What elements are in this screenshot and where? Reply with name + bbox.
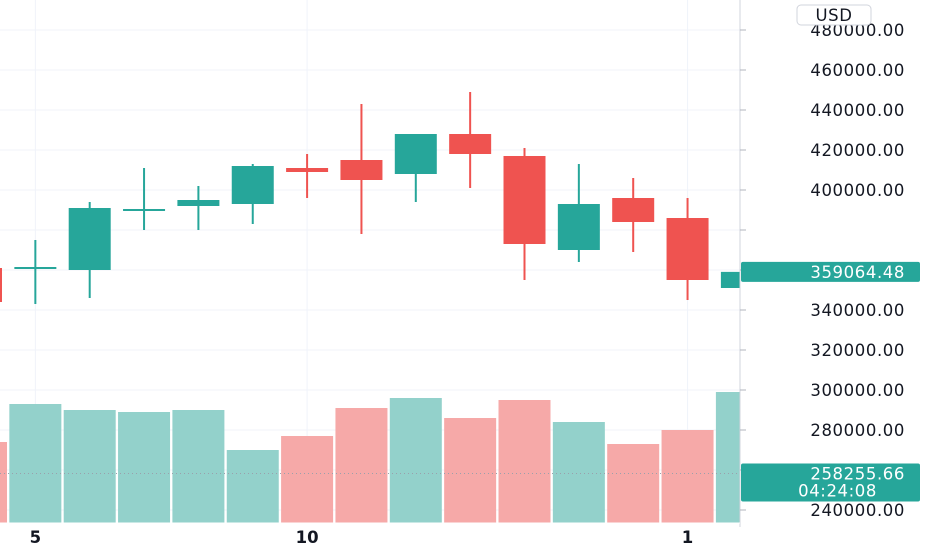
time-axis[interactable]: 5 10 1: [30, 528, 694, 547]
volume-bar: [172, 410, 225, 523]
candle-body: [394, 134, 437, 174]
volume-bar: [335, 408, 388, 523]
bar-countdown-label: 04:24:08: [798, 481, 877, 500]
price-tick-label: 480000.00: [810, 21, 905, 40]
candle-body: [68, 208, 111, 270]
price-tick-label: 440000.00: [810, 101, 905, 120]
candle-body: [720, 271, 740, 288]
candle-body: [177, 200, 220, 206]
volume-bar: [661, 430, 714, 523]
volume-bar: [498, 400, 551, 523]
volume-bar: [9, 404, 62, 523]
candle-body: [666, 218, 709, 280]
price-tick-label: 420000.00: [810, 141, 905, 160]
currency-label: USD: [815, 6, 852, 25]
candle-body: [340, 160, 383, 180]
volume-bars: [0, 392, 740, 523]
time-tick-label: 5: [30, 528, 41, 547]
currency-badge[interactable]: USD: [796, 4, 872, 26]
time-tick-label: 10: [296, 528, 319, 547]
price-tick-label: 280000.00: [810, 421, 905, 440]
volume-bar: [389, 398, 442, 523]
currency-badge-box: [796, 4, 872, 26]
candle-body: [612, 198, 655, 222]
candle-body: [231, 166, 274, 204]
last-price-badge: 359064.48: [741, 261, 920, 282]
last-price-label: 359064.48: [810, 263, 905, 282]
price-tick-label: 320000.00: [810, 341, 905, 360]
time-tick-label: 1: [682, 528, 693, 547]
candle-body: [449, 134, 492, 154]
price-tick-label: 460000.00: [810, 61, 905, 80]
candle-body: [123, 209, 166, 211]
candle-body: [503, 156, 546, 244]
candle-body: [286, 168, 329, 172]
candles: [0, 92, 740, 304]
volume-bar: [0, 442, 7, 523]
price-tick-label: 340000.00: [810, 301, 905, 320]
candle-body: [14, 267, 57, 269]
price-tick-label: 400000.00: [810, 181, 905, 200]
secondary-price-badge: 258255.66 04:24:08: [741, 463, 920, 502]
volume-bar: [444, 418, 497, 523]
price-tick-label: 300000.00: [810, 381, 905, 400]
last-price-badge-box: [741, 261, 920, 282]
volume-bar: [63, 410, 116, 523]
volume-bar: [715, 392, 740, 523]
volume-bar: [281, 436, 334, 523]
price-axis[interactable]: 480000.00 460000.00 440000.00 420000.00 4000…: [740, 21, 905, 520]
volume-bar: [118, 412, 171, 523]
volume-bar: [607, 444, 660, 523]
secondary-price-label: 258255.66: [810, 464, 905, 483]
candle-body: [557, 204, 600, 250]
volume-bar: [226, 450, 279, 523]
volume-bar: [552, 422, 605, 523]
price-tick-label: 240000.00: [810, 501, 905, 520]
candle-body: [0, 268, 2, 302]
secondary-price-badge-box: [741, 463, 920, 502]
